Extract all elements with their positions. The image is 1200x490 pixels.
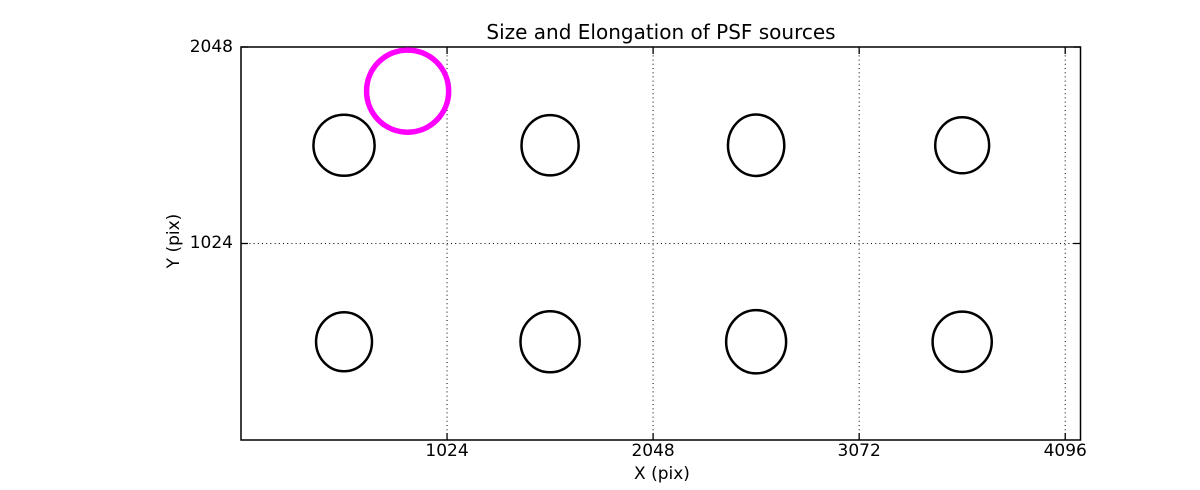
x-tick-label: 1024: [425, 441, 469, 461]
psf-source-ellipse: [933, 115, 991, 175]
chart-title: Size and Elongation of PSF sources: [486, 20, 836, 44]
y-tick-label: 1024: [189, 233, 233, 253]
x-tick-label: 4096: [1043, 441, 1087, 461]
x-tick-label: 2048: [631, 441, 675, 461]
highlighted-psf-source-ellipse: [363, 47, 452, 135]
psf-source-ellipse: [931, 310, 994, 374]
x-tick-label: 3072: [837, 441, 881, 461]
x-axis-label: X (pix): [634, 464, 690, 484]
psf-source-ellipse: [520, 113, 580, 177]
y-tick-label: 2048: [189, 36, 233, 57]
psf-source-ellipse: [312, 113, 376, 178]
axes-frame: [240, 46, 1082, 441]
psf-source-ellipse: [724, 308, 788, 375]
psf-source-ellipse: [519, 309, 581, 374]
psf-source-ellipse: [726, 113, 786, 178]
psf-source-ellipse: [314, 310, 374, 373]
